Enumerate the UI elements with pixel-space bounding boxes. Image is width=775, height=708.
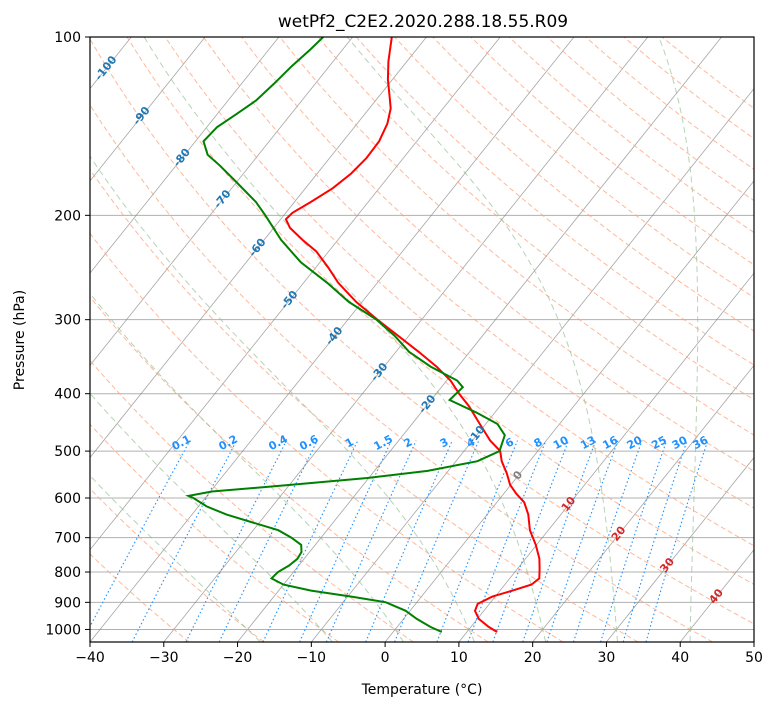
dry-adiabat-line [90,553,190,642]
temperature-profile-line [284,37,541,633]
dry-adiabat-line [90,168,639,642]
mixing-ratio-line [645,440,709,642]
mixing-ratio-lines [90,440,709,642]
y-tick-label: 600 [54,491,81,507]
skewed-isotherm-line [311,88,754,642]
y-axis-label: Pressure (hPa) [12,290,28,390]
x-tick-label: −10 [297,650,327,666]
dry-adiabat-line [90,296,489,642]
skewed-isotherm-line [90,37,575,642]
skewed-isotherm-lines [90,37,754,642]
sounding-profiles [185,37,541,633]
plot-frame [89,36,755,643]
dry-adiabat-line [164,37,754,547]
moist-adiabat-line [90,155,475,642]
dry-adiabat-line [279,37,754,436]
x-axis: −40 −30 −20 −10 0 10 20 30 40 50 [75,642,763,666]
y-tick-label: 900 [54,595,81,611]
mixing-ratio-line [522,440,597,642]
skewed-isotherm-line [90,37,501,551]
skewed-isotherm-line [384,180,754,642]
dewpoint-profile-line [185,37,506,633]
skewed-isotherm-line [90,37,206,182]
moist-adiabat-line [90,474,261,642]
skewed-isotherm-line [90,37,427,459]
x-tick-label: −40 [75,650,105,666]
x-tick-label: −30 [149,650,179,666]
dry-adiabat-lines [90,37,754,642]
skewed-isotherm-line [458,272,754,642]
dry-adiabat-line [432,37,754,299]
dry-adiabat-line [90,359,414,642]
y-tick-label: 200 [54,208,81,224]
x-tick-label: 50 [745,650,763,666]
y-tick-label: 400 [54,387,81,403]
mixing-ratio-line [90,440,191,628]
skewed-isotherm-line [606,456,754,642]
skewed-isotherm-line [237,37,722,642]
mixing-ratio-label: 30 [670,433,690,452]
skewed-isotherm-line [90,37,353,366]
dry-adiabat-line [90,423,339,642]
skewed-isotherm-line [90,37,280,274]
y-tick-label: 500 [54,444,81,460]
moist-adiabat-line [143,37,547,642]
y-tick-label: 1000 [45,622,81,638]
mixing-ratio-label: 16 [600,433,620,452]
mixing-ratio-label: 25 [649,433,669,452]
y-tick-label: 300 [54,313,81,329]
mixing-ratio-line [492,440,570,642]
mixing-ratio-line [622,440,688,642]
chart-title: wetPf2_C2E2.2020.288.18.55.R09 [278,12,568,32]
mixing-ratio-line [365,440,453,642]
dry-adiabat-line [90,104,713,642]
x-tick-label: −20 [223,650,253,666]
y-tick-label: 800 [54,565,81,581]
y-tick-label: 700 [54,531,81,547]
skewed-isotherm-line [532,364,754,642]
dry-adiabat-line [202,37,754,509]
x-tick-label: 0 [381,650,390,666]
skewed-isotherm-line [163,37,649,642]
background-reference-lines [90,37,754,642]
mixing-ratio-label: 10 [551,433,571,452]
y-axis: 100 200 300 400 500 600 700 800 900 1000 [45,30,90,638]
x-axis-label: Temperature (°C) [361,682,483,698]
mixing-ratio-line [299,440,392,642]
x-tick-label: 20 [524,650,542,666]
mixing-ratio-label: 36 [691,433,711,452]
mixing-ratio-line [218,440,318,642]
mixing-ratio-label: 20 [625,433,645,452]
moist-adiabat-line [658,37,699,642]
x-tick-label: 40 [671,650,689,666]
mixing-ratio-label: 13 [578,433,598,452]
dry-adiabat-line [90,38,754,625]
x-tick-label: 10 [450,650,468,666]
y-tick-label: 100 [54,30,81,46]
mixing-ratio-line [546,440,619,642]
mixing-ratio-line [600,440,668,642]
dry-adiabat-line [90,488,265,642]
x-tick-label: 30 [598,650,616,666]
mixing-ratio-line [394,440,480,642]
dry-adiabat-line [394,37,754,332]
mixing-ratio-line [325,440,417,642]
